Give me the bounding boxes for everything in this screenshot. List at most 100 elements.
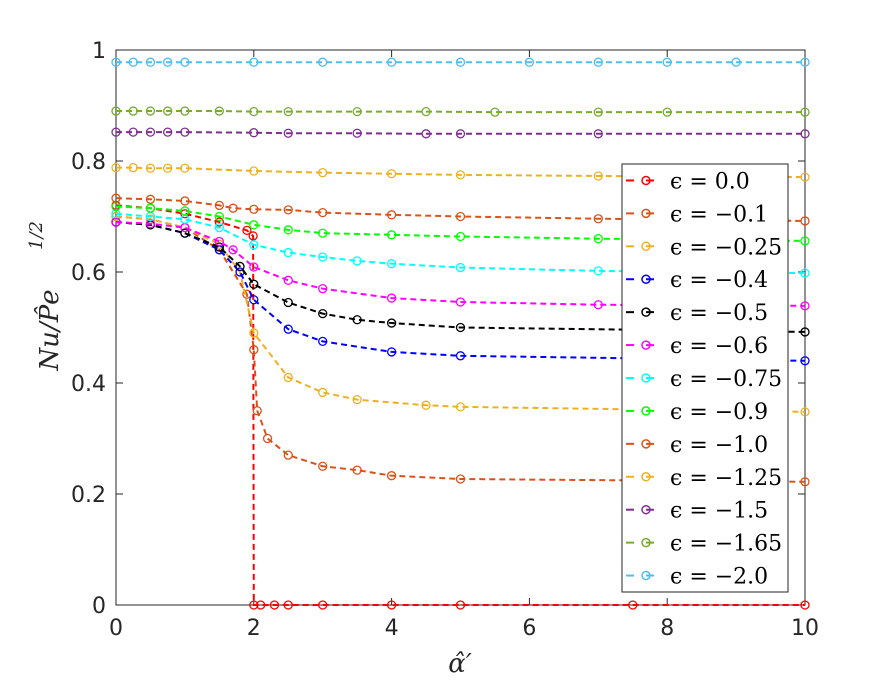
- data-point: [180, 127, 190, 137]
- data-point: [386, 259, 397, 269]
- data-point: [249, 204, 259, 214]
- plot-area: [111, 57, 810, 610]
- data-point: [490, 107, 500, 117]
- data-point: [352, 256, 362, 266]
- legend-marker: [641, 208, 651, 219]
- data-point: [352, 106, 362, 117]
- data-point: [283, 106, 293, 117]
- data-point: [593, 107, 603, 117]
- data-point: [145, 106, 156, 116]
- y-tick-label: 0.2: [71, 483, 106, 508]
- series-9: [111, 163, 810, 182]
- data-point: [318, 57, 328, 67]
- data-point: [111, 106, 121, 116]
- data-point: [455, 129, 466, 139]
- data-point: [111, 127, 121, 137]
- data-point: [249, 345, 259, 355]
- x-tick-label: 2: [247, 616, 261, 641]
- data-point: [180, 163, 190, 173]
- data-point: [386, 318, 397, 328]
- data-point: [180, 106, 190, 116]
- series-line: [115, 215, 806, 483]
- data-point: [800, 477, 810, 487]
- data-point: [111, 57, 121, 67]
- data-point: [145, 127, 156, 137]
- data-point: [800, 600, 810, 610]
- y-tick-label: 0.8: [71, 150, 106, 175]
- legend-marker: [641, 570, 651, 581]
- data-point: [731, 57, 741, 67]
- series-7: [111, 201, 810, 246]
- data-point: [455, 351, 466, 361]
- data-point: [628, 600, 638, 610]
- series-line: [115, 197, 806, 222]
- data-point: [249, 600, 259, 610]
- data-point: [455, 211, 466, 222]
- data-point: [386, 347, 397, 357]
- data-point: [386, 600, 397, 610]
- data-point: [248, 231, 258, 241]
- data-point: [318, 461, 328, 471]
- data-point: [318, 336, 328, 347]
- legend-label: ϵ = −0.25: [670, 235, 782, 260]
- data-point: [800, 216, 810, 226]
- legend-label: ϵ = −1.25: [670, 466, 782, 491]
- data-point: [214, 211, 225, 222]
- data-point: [318, 228, 328, 238]
- series-line: [115, 212, 806, 275]
- data-point: [128, 127, 138, 137]
- legend-label: ϵ = −1.65: [670, 532, 782, 557]
- data-point: [214, 222, 225, 233]
- data-point: [318, 207, 328, 218]
- series-line: [115, 221, 806, 362]
- data-point: [145, 163, 156, 173]
- data-point: [214, 217, 225, 227]
- legend-label: ϵ = −0.4: [670, 268, 768, 293]
- data-point: [386, 210, 397, 220]
- y-tick-label: 1: [92, 39, 106, 64]
- data-point: [283, 128, 293, 138]
- data-point: [662, 107, 672, 117]
- data-point: [163, 106, 173, 116]
- y-axis-label-exponent: 1/2: [26, 221, 47, 250]
- data-point: [228, 245, 238, 255]
- data-point: [421, 129, 431, 139]
- data-point: [180, 196, 190, 206]
- data-point: [111, 209, 121, 219]
- data-point: [252, 406, 262, 416]
- x-tick-label: 6: [522, 616, 536, 641]
- data-point: [455, 262, 466, 273]
- legend-marker: [641, 307, 651, 317]
- data-point: [242, 225, 252, 236]
- data-point: [262, 433, 273, 444]
- data-point: [111, 193, 121, 203]
- data-point: [386, 293, 397, 303]
- data-point: [593, 57, 603, 67]
- data-point: [214, 236, 225, 247]
- data-point: [128, 106, 138, 116]
- data-point: [800, 268, 810, 278]
- y-tick-label: 0: [92, 594, 106, 619]
- data-point: [800, 327, 810, 337]
- data-point: [214, 200, 225, 211]
- y-tick-label: 0.6: [71, 261, 106, 286]
- data-point: [352, 394, 362, 405]
- data-point: [163, 163, 173, 173]
- data-point: [386, 471, 397, 481]
- data-point: [249, 220, 259, 230]
- data-point: [249, 128, 259, 138]
- legend-label: ϵ = −2.0: [670, 565, 768, 590]
- legend-label: ϵ = −1.0: [670, 433, 768, 458]
- data-point: [352, 465, 362, 475]
- data-point: [800, 356, 810, 366]
- data-point: [318, 600, 328, 610]
- legend-marker: [641, 175, 651, 186]
- data-point: [249, 295, 259, 305]
- data-point: [163, 57, 173, 67]
- series-12: [111, 57, 810, 67]
- series-10: [111, 127, 810, 139]
- data-point: [145, 194, 156, 204]
- data-point: [145, 57, 156, 67]
- data-point: [283, 324, 293, 334]
